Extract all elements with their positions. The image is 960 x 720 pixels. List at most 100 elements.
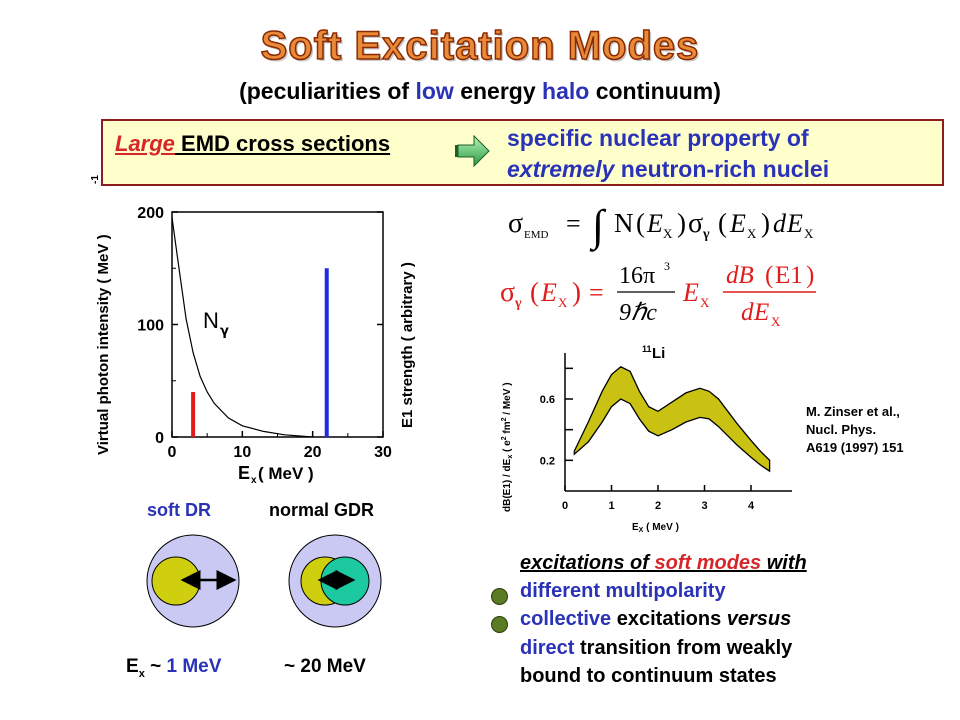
ex-soft: Ex ~ 1 MeV: [126, 656, 221, 680]
lparen: (: [718, 208, 727, 238]
left-xlabel-unit: ( MeV ): [258, 464, 314, 483]
y-tick-label: 0.2: [540, 455, 555, 467]
emd-subscript: EMD: [524, 229, 549, 241]
nine-hbar-c: 9ℏc: [619, 300, 657, 326]
slide-title: Soft Excitation Modes: [260, 23, 700, 69]
subtitle-part: energy: [453, 78, 543, 104]
ex-e: E: [126, 656, 139, 677]
bullet-continuum: bound to continuum states: [520, 665, 777, 687]
sixteen-pi: 16π: [619, 263, 655, 289]
emd-text: EMD cross sections: [174, 131, 391, 156]
x-tick-label: 0: [562, 500, 568, 512]
ex-sub: x: [138, 667, 145, 680]
e-symbol: E: [729, 209, 746, 238]
bullet-multipolarity: different multipolarity: [520, 580, 726, 602]
e-symbol: E: [682, 278, 699, 307]
x-subscript: X: [663, 226, 673, 241]
x-tick-label: 2: [655, 500, 661, 512]
direct-word: direct: [520, 637, 575, 659]
equals-sign: =: [566, 209, 581, 238]
large-word: Large: [115, 131, 175, 156]
soft-dr-label: soft DR: [147, 500, 211, 520]
property-line-2-rest: neutron-rich nuclei: [614, 156, 830, 182]
left-ylabel-sup: -1: [90, 175, 101, 184]
extremely-word: extremely: [507, 156, 615, 182]
highlight-box: [101, 119, 944, 186]
bullet-icon: [491, 616, 508, 633]
ex-tilde: ~: [144, 656, 167, 677]
y-tick-label: 0.6: [540, 394, 555, 406]
ex-normal: ~ 20 MeV: [284, 656, 366, 677]
reference-line: Nucl. Phys.: [806, 422, 877, 437]
curve-label-sub: γ: [220, 324, 229, 339]
right-xlabel: EX ( MeV ): [632, 522, 679, 534]
y-tick-label: 0: [155, 430, 164, 447]
emd-cross-section-label: Large EMD cross sections: [115, 131, 390, 157]
heading-part: with: [761, 552, 807, 574]
slide-subtitle: (peculiarities of low energy halo contin…: [0, 78, 960, 105]
normal-gdr-label: normal GDR: [269, 500, 375, 520]
left-xlabel-e: E: [238, 463, 250, 483]
right-ylabel: E1 strength ( arbitrary ): [399, 262, 416, 428]
heading-soft-modes: soft modes: [654, 552, 762, 574]
bullet-part: transition from weakly: [574, 637, 793, 659]
sigma-symbol: σ: [508, 208, 523, 239]
d-symbol: d: [773, 209, 787, 238]
x-tick-label: 3: [701, 500, 707, 512]
x-tick-label: 30: [374, 444, 392, 461]
e-symbol: E: [753, 299, 769, 326]
gamma-subscript: γ: [514, 296, 522, 311]
n-symbol: N: [614, 208, 634, 238]
db-symbol: dB: [726, 262, 754, 289]
x-tick-label: 10: [233, 444, 251, 461]
left-ylabel: Virtual photon intensity ( MeV ): [95, 234, 112, 455]
left-xlabel-sub: x: [251, 475, 257, 486]
gamma-subscript: γ: [702, 227, 710, 242]
x-tick-label: 1: [608, 500, 614, 512]
versus-word: versus: [726, 608, 792, 630]
x-tick-label: 4: [748, 500, 755, 512]
subtitle-halo: halo: [542, 78, 590, 104]
sigma-symbol: σ: [500, 277, 515, 308]
e-symbol: E: [646, 209, 663, 238]
nuclear-property-text: specific nuclear property of extremely n…: [507, 123, 829, 185]
property-line-1: specific nuclear property of: [507, 125, 809, 151]
strength-band: [573, 366, 771, 473]
nucleus-mass: 11: [642, 344, 652, 354]
integral-sign: ∫: [589, 201, 607, 252]
subtitle-part: (peculiarities of: [239, 78, 416, 104]
rparen: ): [677, 208, 686, 238]
reference-line: A619 (1997) 151: [806, 440, 904, 455]
x-subscript: X: [804, 226, 814, 241]
n-gamma-curve: [171, 217, 313, 438]
rparen: ): [761, 208, 770, 238]
ex-soft-value: 1 MeV: [166, 656, 222, 677]
x-subscript: X: [771, 314, 781, 329]
subtitle-part: continuum): [589, 78, 721, 104]
reference-line: M. Zinser et al.,: [806, 404, 900, 419]
right-ylabel: dB(E1) / dEx ( e2 fm2 / MeV ): [501, 382, 514, 512]
curve-label: N: [203, 308, 219, 333]
subtitle-low: low: [415, 78, 454, 104]
bullets-heading: excitations of soft modes with: [520, 552, 807, 575]
x-tick-label: 20: [304, 444, 322, 461]
x-subscript: X: [558, 295, 568, 310]
lparen: (: [765, 262, 773, 289]
equals-sign: =: [589, 278, 604, 307]
bullet-direct: direct transition from weakly: [520, 637, 792, 660]
nucleus-label: Li: [652, 345, 665, 362]
collective-word: collective: [520, 608, 612, 630]
cube-superscript: 3: [664, 259, 670, 273]
bullet-collective: collective excitations versus: [520, 608, 791, 631]
e-symbol: E: [540, 278, 557, 307]
y-tick-label: 200: [137, 205, 164, 222]
d-symbol: d: [741, 299, 754, 326]
reference: M. Zinser et al., Nucl. Phys. A619 (1997…: [806, 403, 904, 457]
x-subscript: X: [747, 226, 757, 241]
lparen: (: [636, 208, 645, 238]
property-line-2: extremely neutron-rich nuclei: [507, 154, 829, 185]
